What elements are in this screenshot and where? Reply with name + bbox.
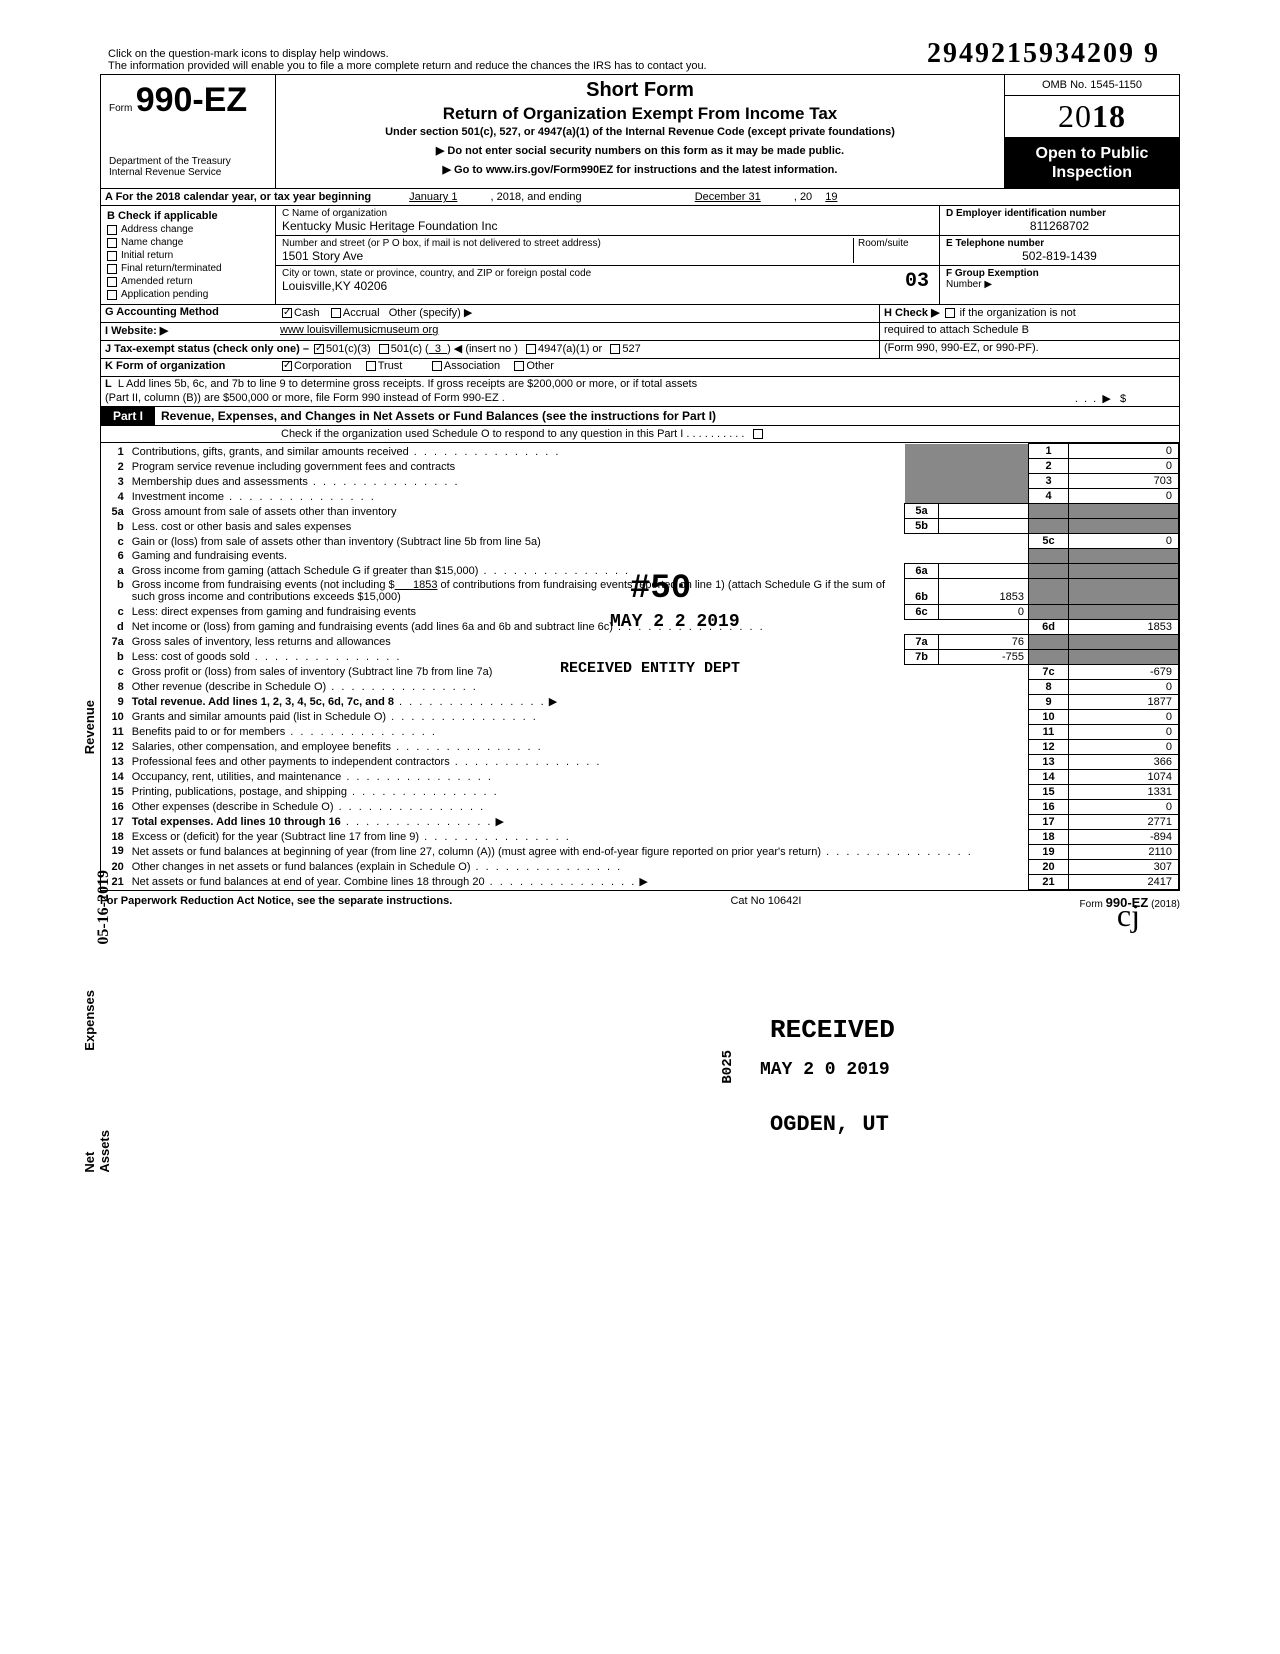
chk-trust[interactable]	[366, 361, 376, 371]
chk-sched-o[interactable]	[753, 429, 763, 439]
chk-501c[interactable]	[379, 344, 389, 354]
stamp-received: RECEIVED	[770, 1015, 895, 1045]
col-c: C Name of organizationKentucky Music Her…	[276, 206, 939, 304]
chk-501c3[interactable]	[314, 344, 324, 354]
chk-other-org[interactable]	[514, 361, 524, 371]
chk-name-change[interactable]	[107, 238, 117, 248]
vlabel-revenue: Revenue	[82, 700, 97, 754]
line-i: I Website: ▶ www louisvillemusicmuseum o…	[101, 323, 1179, 341]
part1-header: Part I Revenue, Expenses, and Changes in…	[101, 407, 1179, 426]
vlabel-netassets: Net Assets	[82, 1130, 112, 1173]
footer: For Paperwork Reduction Act Notice, see …	[100, 891, 1180, 914]
chk-final-return[interactable]	[107, 264, 117, 274]
stamp-b025: B025	[720, 1050, 736, 1084]
initial-mark: cj	[1117, 897, 1140, 934]
room-stamp: 03	[905, 270, 929, 293]
year-cell: OMB No. 1545-1150 2018 Open to Public In…	[1004, 75, 1179, 188]
chk-initial-return[interactable]	[107, 251, 117, 261]
sched-o-line: Check if the organization used Schedule …	[101, 426, 1179, 443]
vlabel-expenses: Expenses	[82, 990, 97, 1051]
chk-address-change[interactable]	[107, 225, 117, 235]
chk-accrual[interactable]	[331, 308, 341, 318]
part1-table: 1Contributions, gifts, grants, and simil…	[101, 443, 1179, 890]
form-990ez: Form 990-EZ Department of the Treasury I…	[100, 74, 1180, 891]
form-header: Form 990-EZ Department of the Treasury I…	[101, 75, 1179, 189]
line-k: K Form of organization Corporation Trust…	[101, 359, 1179, 377]
col-b: B Check if applicable Address change Nam…	[101, 206, 276, 304]
form-page: 2949215934209 9 Click on the question-ma…	[0, 0, 1280, 954]
line-l: L L Add lines 5b, 6c, and 7b to line 9 t…	[101, 377, 1179, 407]
chk-amended-return[interactable]	[107, 277, 117, 287]
dln-stamp: 2949215934209 9	[927, 38, 1160, 71]
line-a: A For the 2018 calendar year, or tax yea…	[101, 189, 1179, 206]
chk-4947[interactable]	[526, 344, 536, 354]
chk-527[interactable]	[610, 344, 620, 354]
line-g: G Accounting Method Cash Accrual Other (…	[101, 305, 1179, 323]
identity-block: B Check if applicable Address change Nam…	[101, 206, 1179, 305]
stamp-may20: MAY 2 0 2019	[760, 1060, 890, 1080]
chk-corp[interactable]	[282, 361, 292, 371]
chk-h[interactable]	[945, 308, 955, 318]
chk-assoc[interactable]	[432, 361, 442, 371]
chk-cash[interactable]	[282, 308, 292, 318]
stamp-ogden: OGDEN, UT	[770, 1112, 889, 1137]
line-j: J Tax-exempt status (check only one) – 5…	[101, 341, 1179, 359]
col-def: D Employer identification number81126870…	[939, 206, 1179, 304]
chk-application-pending[interactable]	[107, 290, 117, 300]
form-id-cell: Form 990-EZ Department of the Treasury I…	[101, 75, 276, 188]
form-title-cell: Short Form Return of Organization Exempt…	[276, 75, 1004, 188]
